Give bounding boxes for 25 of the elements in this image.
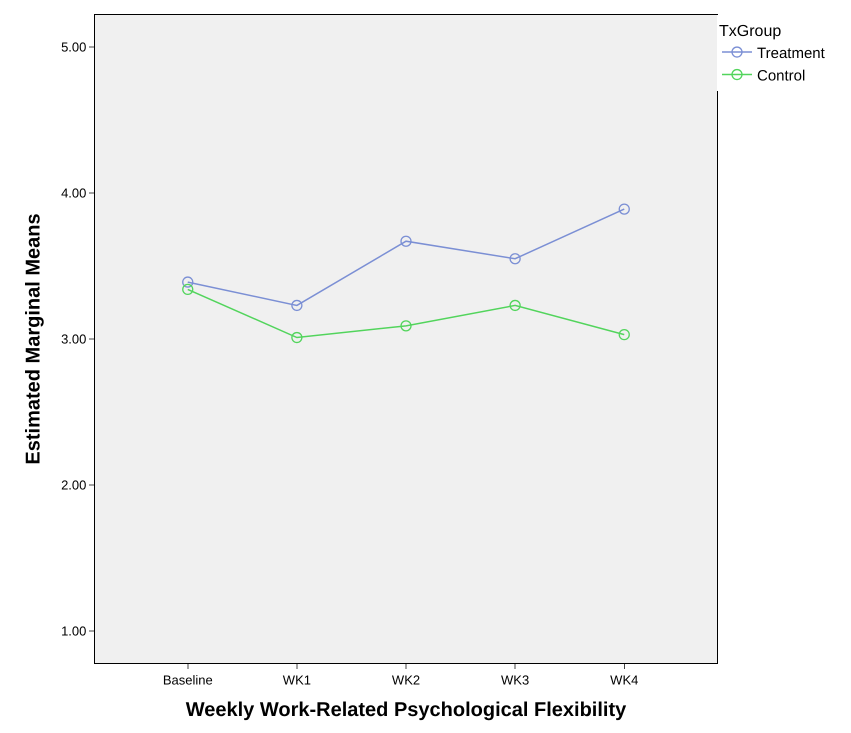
- legend-label: Treatment: [757, 44, 826, 62]
- point: [400, 236, 412, 247]
- y-tick-label: 2.00: [61, 478, 86, 492]
- point: [509, 300, 521, 312]
- x-tick-label: WK4: [610, 672, 638, 688]
- y-tick-label: 5.00: [61, 40, 86, 55]
- point: [618, 203, 630, 215]
- point: [182, 284, 194, 296]
- x-axis-title: Weekly Work-Related Psychological Flexibility: [186, 699, 628, 722]
- y-tick-label: 4.00: [61, 186, 86, 201]
- point: [400, 320, 412, 332]
- legend-title: TxGroup: [719, 22, 782, 40]
- x-tick-label: WK1: [282, 672, 311, 688]
- y-tick-label: 1.00: [61, 623, 86, 638]
- x-tick-label: WK3: [501, 672, 530, 688]
- y-axis-title: Estimated Marginal Means: [22, 213, 45, 465]
- point: [291, 332, 303, 344]
- point: [618, 328, 630, 340]
- point: [182, 276, 194, 288]
- x-tick-label: WK2: [392, 672, 420, 688]
- legend-label: Control: [757, 67, 806, 84]
- point: [291, 300, 303, 312]
- x-tick-label: Baseline: [162, 672, 213, 688]
- y-tick-label: 3.00: [61, 332, 86, 347]
- point: [509, 253, 521, 264]
